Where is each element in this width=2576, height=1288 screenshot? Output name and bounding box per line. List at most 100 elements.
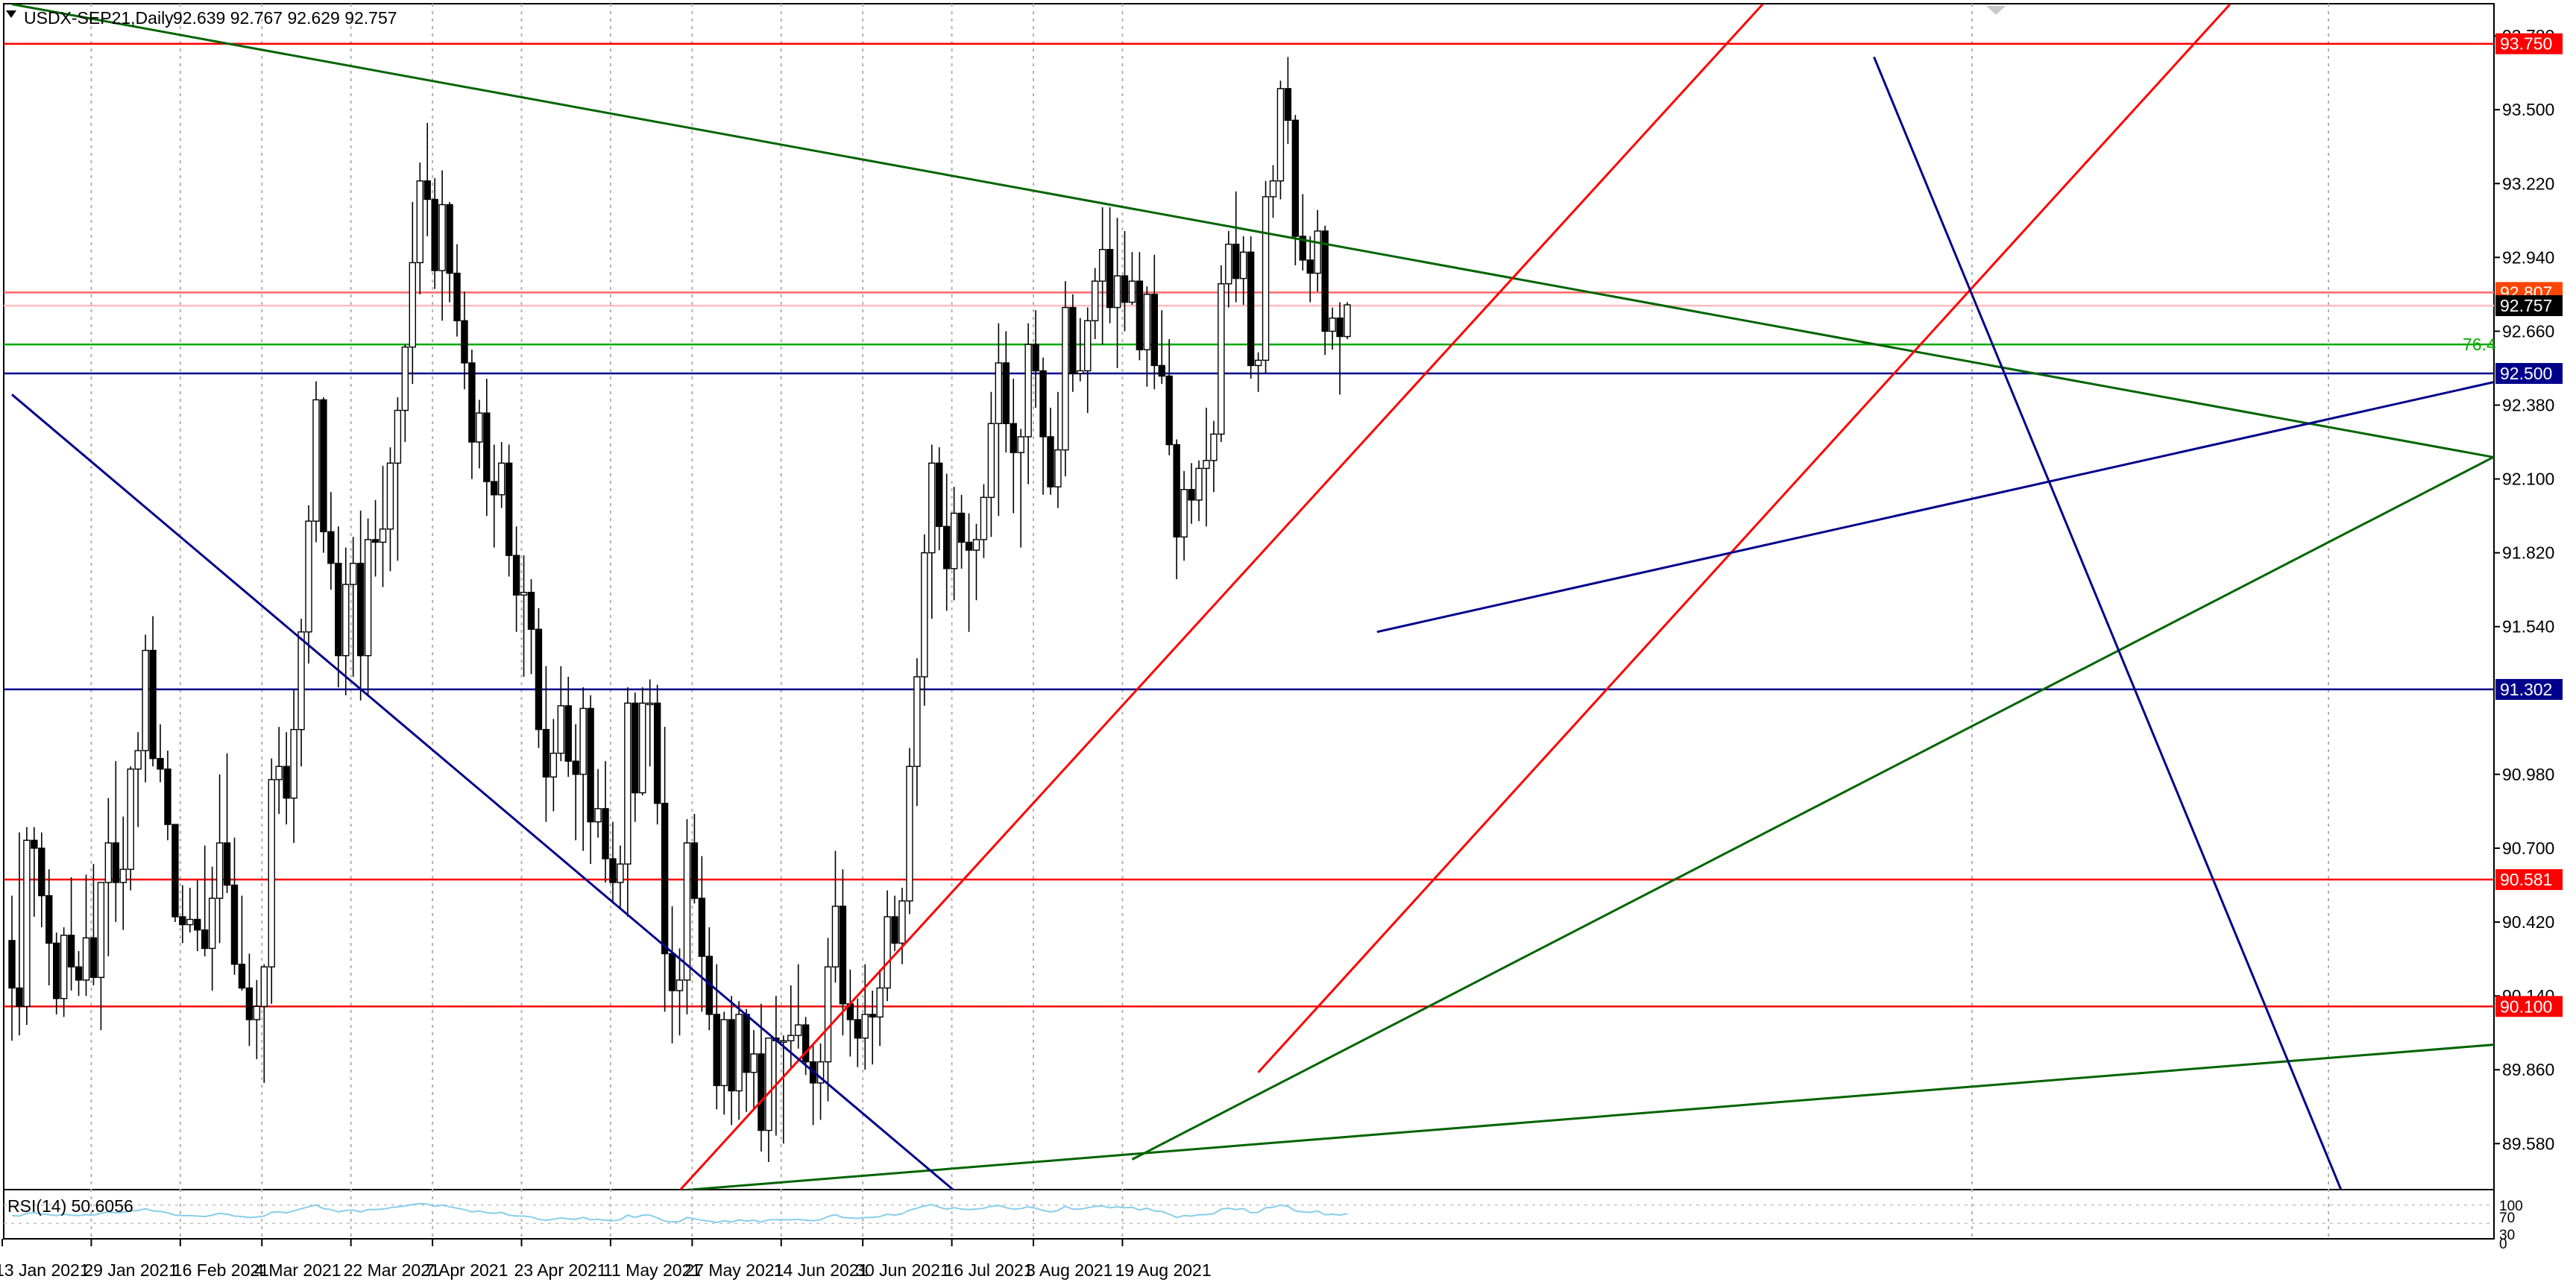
candle-down bbox=[632, 702, 639, 794]
candle-up bbox=[579, 707, 587, 775]
candle-down bbox=[965, 541, 973, 551]
candle-down bbox=[512, 555, 520, 596]
candle-up bbox=[416, 180, 423, 264]
candle-up bbox=[1218, 283, 1225, 435]
candle-up bbox=[520, 592, 528, 596]
candle-down bbox=[230, 884, 239, 965]
candle-down bbox=[423, 180, 431, 201]
candle-down bbox=[854, 1019, 862, 1039]
candle-down bbox=[327, 531, 335, 564]
candle-up bbox=[1225, 243, 1232, 285]
candle-down bbox=[758, 1053, 765, 1131]
candle-up bbox=[97, 882, 105, 979]
candle-up bbox=[876, 987, 884, 1018]
candle-up bbox=[594, 808, 602, 823]
candle-down bbox=[728, 1019, 735, 1092]
rsi-panel-frame bbox=[3, 1189, 2495, 1240]
candle-up bbox=[215, 842, 224, 899]
candle-up bbox=[906, 765, 913, 902]
fib-level-label: 76.4 bbox=[2463, 335, 2496, 354]
candle-up bbox=[350, 563, 357, 585]
candle-up bbox=[268, 779, 275, 967]
y-tick-label: 91.820 bbox=[2502, 543, 2554, 563]
candle-up bbox=[617, 863, 624, 883]
trendline bbox=[1873, 56, 2343, 1190]
candle-down bbox=[356, 563, 365, 657]
candle-up bbox=[980, 496, 988, 540]
y-tick-label: 90.420 bbox=[2502, 912, 2554, 932]
candle-up bbox=[735, 1014, 743, 1092]
candle-down bbox=[1306, 259, 1314, 274]
candle-up bbox=[898, 900, 906, 944]
chart-menu-arrow-icon[interactable] bbox=[6, 10, 16, 18]
price-tag-box bbox=[2495, 869, 2563, 891]
price-tag-box bbox=[2495, 363, 2563, 385]
candle-up bbox=[928, 462, 936, 554]
candle-up bbox=[995, 362, 1003, 424]
candle-down bbox=[491, 481, 498, 496]
candle-up bbox=[476, 412, 483, 443]
shift-marker-icon[interactable] bbox=[1986, 6, 2006, 15]
candle-down bbox=[957, 512, 966, 543]
candle-down bbox=[1106, 249, 1114, 309]
candle-up bbox=[260, 966, 268, 1007]
x-tick-label: 19 Aug 2021 bbox=[1115, 1260, 1211, 1280]
candle-down bbox=[238, 963, 246, 989]
rsi-level-0: 0 bbox=[2499, 1237, 2507, 1252]
x-tick-label: 23 Apr 2021 bbox=[514, 1260, 607, 1280]
candlestick-series bbox=[8, 57, 1351, 1163]
price-tag-label: 92.500 bbox=[2500, 364, 2552, 383]
trendline bbox=[1131, 455, 2494, 1161]
candle-down bbox=[1047, 436, 1054, 487]
candle-up bbox=[409, 262, 416, 348]
candle-down bbox=[8, 940, 16, 989]
candle-down bbox=[67, 935, 75, 967]
price-tag-label: 90.581 bbox=[2500, 870, 2552, 889]
candle-down bbox=[690, 842, 699, 899]
candle-down bbox=[1165, 375, 1173, 446]
candle-up bbox=[1254, 359, 1262, 367]
candle-up bbox=[119, 868, 127, 883]
candle-up bbox=[305, 520, 312, 633]
rsi-series bbox=[4, 1202, 2494, 1225]
candle-up bbox=[557, 705, 564, 754]
candle-down bbox=[335, 563, 342, 657]
candle-down bbox=[16, 987, 23, 1007]
candle-up bbox=[186, 918, 194, 926]
rsi-line bbox=[11, 1202, 1348, 1224]
candle-up bbox=[1062, 306, 1069, 451]
candle-up bbox=[1195, 467, 1203, 501]
price-tag-label: 92.757 bbox=[2500, 296, 2552, 315]
candle-down bbox=[653, 702, 661, 804]
candle-up bbox=[676, 979, 684, 991]
candle-up bbox=[60, 935, 68, 1000]
y-tick-label: 89.580 bbox=[2502, 1134, 2554, 1153]
rsi-level-70: 70 bbox=[2499, 1210, 2515, 1226]
y-tick-label: 90.700 bbox=[2502, 839, 2554, 858]
candle-down bbox=[245, 987, 253, 1020]
x-tick-label: 30 Jun 2021 bbox=[855, 1260, 950, 1280]
candle-down bbox=[609, 858, 617, 883]
candle-down bbox=[45, 894, 53, 944]
candle-down bbox=[320, 399, 327, 533]
candle-down bbox=[1336, 318, 1344, 338]
x-tick-label: 29 Jan 2021 bbox=[84, 1260, 178, 1280]
candle-down bbox=[179, 916, 186, 926]
candle-down bbox=[1121, 275, 1129, 303]
candle-up bbox=[498, 462, 506, 496]
candle-up bbox=[1054, 449, 1062, 487]
candle-up bbox=[134, 750, 142, 770]
candle-down bbox=[1247, 251, 1255, 367]
candle-down bbox=[505, 462, 513, 556]
candle-up bbox=[987, 423, 995, 499]
candle-up bbox=[401, 346, 409, 411]
x-tick-label: 11 May 2021 bbox=[603, 1260, 701, 1280]
candle-down bbox=[31, 839, 38, 849]
candle-down bbox=[468, 362, 476, 443]
candle-down bbox=[535, 628, 543, 730]
candle-up bbox=[720, 1019, 728, 1087]
candle-up bbox=[787, 1035, 795, 1041]
candle-up bbox=[1344, 304, 1351, 338]
